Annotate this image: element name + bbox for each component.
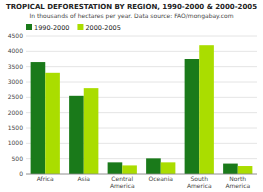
y-tick-label: 2500 xyxy=(8,93,23,100)
grid-line xyxy=(26,112,257,113)
bar xyxy=(146,158,161,174)
grid xyxy=(26,36,257,174)
y-tick-label: 4000 xyxy=(8,47,23,54)
x-tick-label-line: Africa xyxy=(37,175,54,182)
y-tick-label: 2000 xyxy=(8,109,23,116)
legend: 1990-2000 2000-2005 xyxy=(26,24,121,32)
y-tick-label: 1000 xyxy=(8,139,23,146)
bar xyxy=(69,96,84,174)
x-axis-line xyxy=(26,174,257,175)
grid-line xyxy=(26,158,257,159)
grid-line xyxy=(26,174,257,175)
bar xyxy=(161,162,176,174)
legend-label: 2000-2005 xyxy=(85,24,120,32)
bar xyxy=(199,45,214,174)
bar xyxy=(108,162,123,174)
bar xyxy=(45,73,60,174)
grid-line xyxy=(26,51,257,52)
y-tick-label: 3500 xyxy=(8,63,23,70)
legend-swatch xyxy=(26,24,32,30)
chart: TROPICAL DEFORESTATION BY REGION, 1990-2… xyxy=(0,0,263,192)
legend-item: 1990-2000 xyxy=(26,24,69,32)
grid-line xyxy=(26,143,257,144)
x-tick-label-line: Asia xyxy=(77,175,90,182)
x-tick-label-line: Oceania xyxy=(148,175,173,182)
x-tick-label: NorthAmerica xyxy=(225,175,250,189)
bar xyxy=(238,166,253,174)
x-tick-label: CentralAmerica xyxy=(110,175,135,189)
x-tick-label-line: America xyxy=(187,182,212,189)
subtitle: In thousands of hectares per year. Data … xyxy=(29,12,233,20)
y-axis: 0 500 1000 1500 2000 2500 3000 3500 4000 4500 xyxy=(8,32,23,177)
grid-line xyxy=(26,128,257,129)
grid-line xyxy=(26,36,257,37)
legend-label: 1990-2000 xyxy=(34,24,69,32)
y-tick-label: 3000 xyxy=(8,78,23,85)
y-tick-label: 500 xyxy=(12,155,24,162)
x-tick-label-line: America xyxy=(225,182,250,189)
x-tick-label: Africa xyxy=(37,175,54,182)
legend-swatch xyxy=(77,24,83,30)
bars xyxy=(31,45,253,174)
grid-line xyxy=(26,97,257,98)
x-tick-label-line: America xyxy=(110,182,135,189)
grid-line xyxy=(26,66,257,67)
bar xyxy=(122,165,137,174)
x-tick-label: Asia xyxy=(77,175,90,182)
y-tick-label: 4500 xyxy=(8,32,23,39)
bar xyxy=(223,164,238,174)
legend-item: 2000-2005 xyxy=(77,24,120,32)
bar xyxy=(84,88,99,174)
bar xyxy=(31,62,46,174)
y-tick-label: 1500 xyxy=(8,124,23,131)
x-axis: Africa Asia CentralAmerica Oceania SouthAmer… xyxy=(37,175,251,189)
title: TROPICAL DEFORESTATION BY REGION, 1990-2… xyxy=(6,3,257,11)
x-tick-label: SouthAmerica xyxy=(187,175,212,189)
y-tick-label: 0 xyxy=(19,170,23,177)
x-tick-label: Oceania xyxy=(148,175,173,182)
bar xyxy=(185,59,200,174)
grid-line xyxy=(26,82,257,83)
